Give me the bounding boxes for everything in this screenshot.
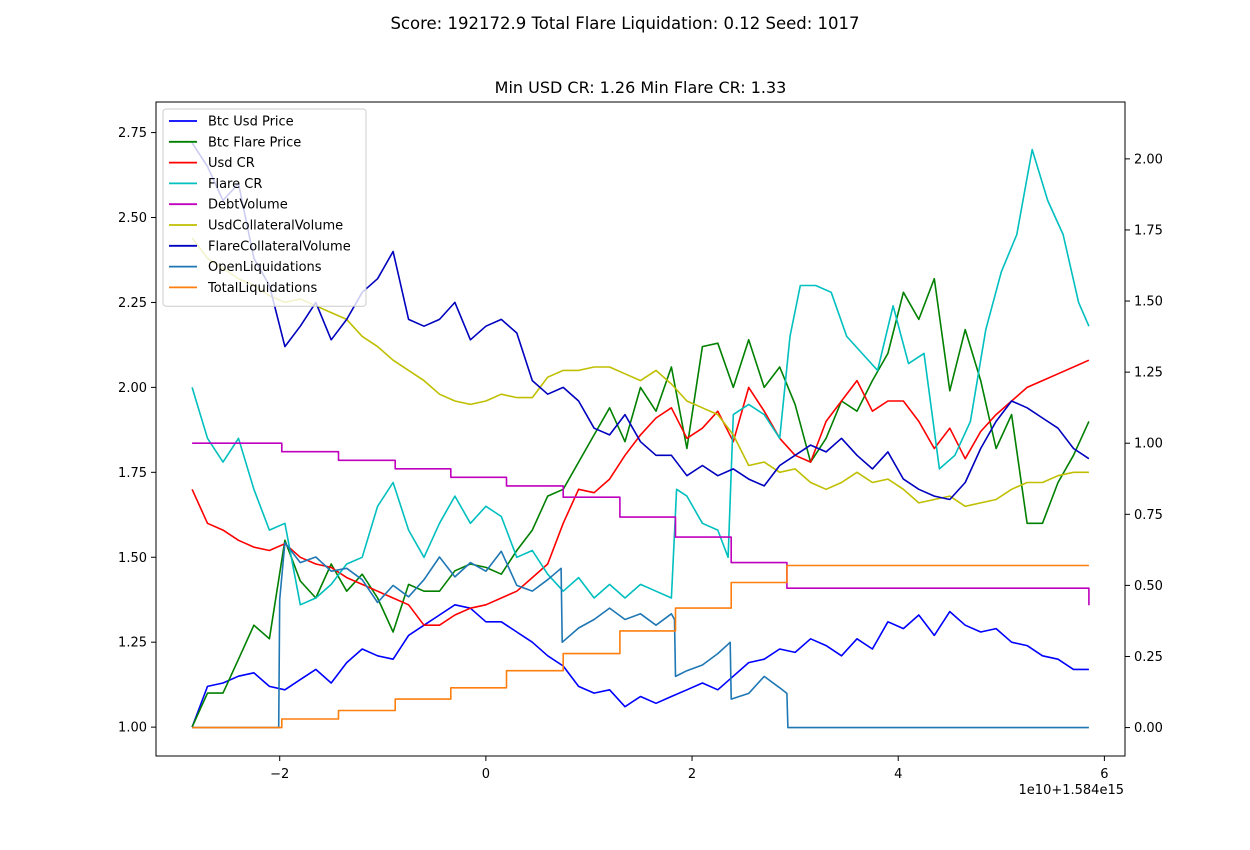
- y-right-tick-label: 1.50: [1134, 295, 1163, 310]
- legend-label-4: DebtVolume: [208, 198, 288, 213]
- y-left-tick-label: 2.50: [118, 211, 147, 226]
- series-layer: [191, 142, 1090, 729]
- y-left-tick-label: 2.25: [118, 296, 147, 311]
- axes-title: Min USD CR: 1.26 Min Flare CR: 1.33: [494, 78, 787, 97]
- y-right-tick-label: 1.25: [1134, 366, 1163, 381]
- series-line-7: [192, 541, 1089, 729]
- legend-box: [162, 108, 367, 307]
- y-left-tick-label: 2.00: [118, 381, 147, 396]
- legend-label-3: Flare CR: [208, 177, 262, 192]
- legend-label-5: UsdCollateralVolume: [208, 219, 343, 234]
- y-left-tick-label: 1.50: [118, 551, 147, 566]
- y-right-tick-label: 1.75: [1134, 223, 1163, 238]
- legend: Btc Usd Price Btc Flare Price Usd CR Flare …: [162, 108, 367, 307]
- y-left-tick-label: 1.75: [118, 466, 147, 481]
- y-left-tick-label: 1.25: [118, 636, 147, 651]
- y-axis-left: 1.00 1.25 1.50 1.75 2.00 2.25 2.50 2.75: [118, 126, 156, 736]
- series-line-6: [191, 142, 1090, 501]
- series-line-8: [192, 564, 1089, 729]
- plot-frame: [155, 101, 1126, 757]
- y-right-tick-label: 0.00: [1134, 721, 1163, 736]
- legend-label-1: Btc Flare Price: [208, 135, 301, 150]
- y-right-tick-label: 2.00: [1134, 152, 1163, 167]
- x-axis: −2 0 2 4 6: [270, 756, 1109, 782]
- legend-label-8: TotalLiquidations: [207, 281, 317, 296]
- y-right-tick-label: 0.25: [1134, 650, 1163, 665]
- y-axis-right: 0.00 0.25 0.50 0.75 1.00 1.25 1.50 1.75 2.00: [1125, 152, 1163, 736]
- legend-label-7: OpenLiquidations: [208, 260, 322, 275]
- y-right-tick-label: 0.75: [1134, 508, 1163, 523]
- series-line-5: [191, 237, 1089, 508]
- x-tick-label: 2: [688, 767, 696, 782]
- y-right-tick-label: 0.50: [1134, 579, 1163, 594]
- x-offset-label: 1e10+1.584e15: [1019, 783, 1124, 798]
- legend-label-6: FlareCollateralVolume: [208, 239, 351, 254]
- y-left-tick-label: 1.00: [118, 721, 147, 736]
- legend-label-2: Usd CR: [208, 156, 255, 171]
- x-tick-label: 4: [894, 767, 902, 782]
- x-tick-label: −2: [270, 767, 289, 782]
- series-line-4: [192, 442, 1090, 606]
- series-line-2: [191, 359, 1090, 626]
- legend-label-0: Btc Usd Price: [208, 115, 294, 130]
- series-line-0: [191, 604, 1089, 728]
- x-tick-label: 6: [1100, 767, 1108, 782]
- y-right-tick-label: 1.00: [1134, 437, 1163, 452]
- x-tick-label: 0: [482, 767, 490, 782]
- figure-suptitle: Score: 192172.9 Total Flare Liquidation:…: [390, 14, 860, 33]
- y-left-tick-label: 2.75: [118, 126, 147, 141]
- series-line-3: [191, 148, 1090, 606]
- series-line-1: [191, 277, 1090, 728]
